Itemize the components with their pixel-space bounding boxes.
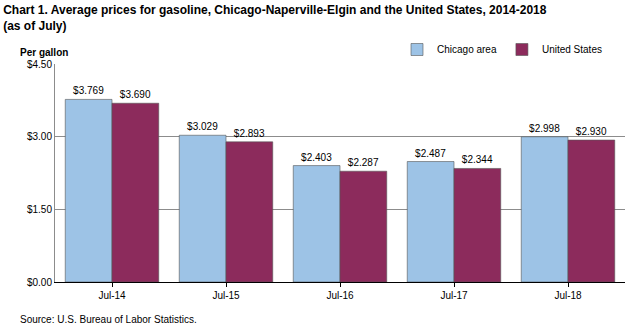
svg-text:Jul-18: Jul-18	[554, 290, 582, 301]
svg-text:$2.403: $2.403	[301, 152, 332, 163]
svg-text:$2.287: $2.287	[348, 157, 379, 168]
svg-text:Jul-15: Jul-15	[212, 290, 240, 301]
svg-text:$3.029: $3.029	[187, 121, 218, 132]
svg-text:$0.00: $0.00	[27, 277, 52, 288]
svg-text:$2.344: $2.344	[462, 154, 493, 165]
svg-text:Chart 1. Average prices for ga: Chart 1. Average prices for gasoline, Ch…	[3, 3, 547, 33]
svg-text:$2.487: $2.487	[415, 148, 446, 159]
svg-text:$3.769: $3.769	[73, 85, 104, 96]
svg-text:Jul-17: Jul-17	[440, 290, 468, 301]
svg-text:Chicago area: Chicago area	[437, 44, 497, 55]
svg-text:$3.00: $3.00	[27, 131, 52, 142]
svg-text:Source: U.S. Bureau of Labor S: Source: U.S. Bureau of Labor Statistics.	[20, 314, 197, 325]
svg-text:Per gallon: Per gallon	[20, 47, 68, 58]
svg-text:$3.690: $3.690	[120, 89, 151, 100]
svg-text:$4.50: $4.50	[27, 59, 52, 70]
svg-text:Jul-14: Jul-14	[98, 290, 126, 301]
svg-text:United States: United States	[542, 44, 602, 55]
svg-text:$1.50: $1.50	[27, 204, 52, 215]
svg-text:Jul-16: Jul-16	[326, 290, 354, 301]
svg-text:$2.998: $2.998	[529, 123, 560, 134]
svg-text:$2.893: $2.893	[234, 128, 265, 139]
svg-text:$2.930: $2.930	[576, 126, 607, 137]
